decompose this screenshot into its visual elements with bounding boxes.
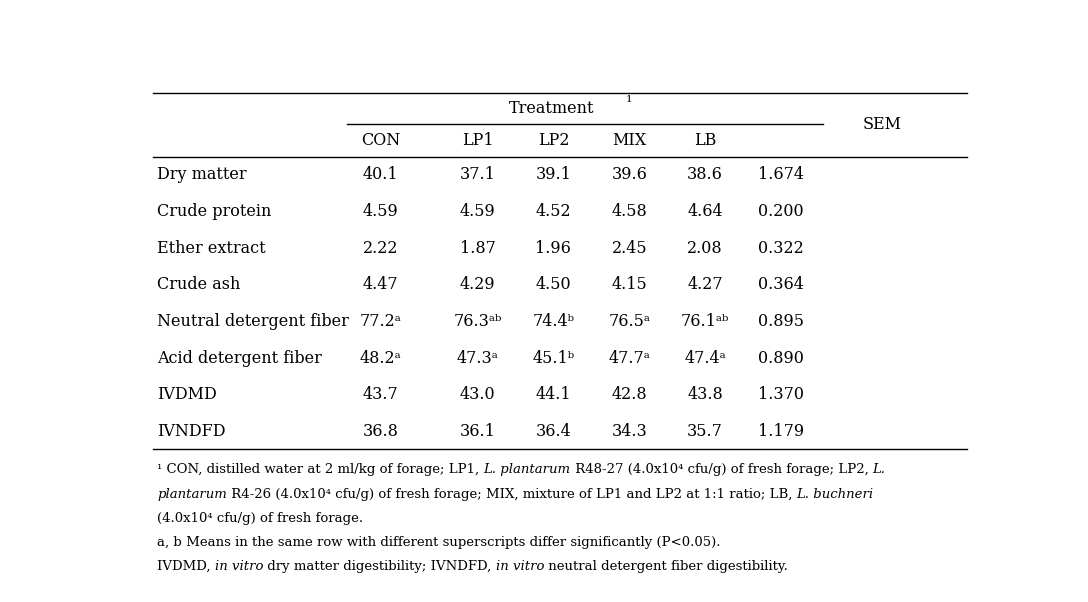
Text: 1.674: 1.674 bbox=[758, 166, 804, 184]
Text: 47.7ᵃ: 47.7ᵃ bbox=[608, 350, 651, 367]
Text: 0.322: 0.322 bbox=[758, 240, 804, 256]
Text: 42.8: 42.8 bbox=[611, 386, 647, 403]
Text: a, b: a, b bbox=[157, 536, 182, 549]
Text: 76.5ᵃ: 76.5ᵃ bbox=[608, 313, 651, 330]
Text: L.: L. bbox=[873, 464, 886, 476]
Text: plantarum: plantarum bbox=[157, 488, 227, 501]
Text: 0.895: 0.895 bbox=[758, 313, 804, 330]
Text: 0.200: 0.200 bbox=[758, 203, 804, 220]
Text: MIX: MIX bbox=[613, 132, 646, 149]
Text: 4.52: 4.52 bbox=[535, 203, 571, 220]
Text: 36.4: 36.4 bbox=[535, 423, 571, 439]
Text: Ether extract: Ether extract bbox=[157, 240, 265, 256]
Text: IVDMD,: IVDMD, bbox=[157, 560, 214, 573]
Text: 39.6: 39.6 bbox=[611, 166, 647, 184]
Text: 34.3: 34.3 bbox=[611, 423, 647, 439]
Text: 4.64: 4.64 bbox=[688, 203, 722, 220]
Text: (4.0x10⁴ cfu/g) of fresh forage.: (4.0x10⁴ cfu/g) of fresh forage. bbox=[157, 512, 363, 525]
Text: IVDMD: IVDMD bbox=[157, 386, 217, 403]
Text: 76.3ᵃᵇ: 76.3ᵃᵇ bbox=[454, 313, 502, 330]
Text: 4.59: 4.59 bbox=[362, 203, 398, 220]
Text: 0.364: 0.364 bbox=[758, 276, 804, 293]
Text: 44.1: 44.1 bbox=[535, 386, 571, 403]
Text: 2.45: 2.45 bbox=[611, 240, 647, 256]
Text: Crude protein: Crude protein bbox=[157, 203, 271, 220]
Text: Acid detergent fiber: Acid detergent fiber bbox=[157, 350, 322, 367]
Text: Crude ash: Crude ash bbox=[157, 276, 240, 293]
Text: 76.1ᵃᵇ: 76.1ᵃᵇ bbox=[681, 313, 729, 330]
Text: 4.47: 4.47 bbox=[362, 276, 398, 293]
Text: 4.27: 4.27 bbox=[688, 276, 722, 293]
Text: 35.7: 35.7 bbox=[688, 423, 724, 439]
Text: 47.4ᵃ: 47.4ᵃ bbox=[684, 350, 726, 367]
Text: Treatment: Treatment bbox=[508, 100, 594, 117]
Text: 1: 1 bbox=[626, 95, 632, 104]
Text: IVNDFD: IVNDFD bbox=[157, 423, 225, 439]
Text: ¹ CON, distilled water at 2 ml/kg of forage; LP1,: ¹ CON, distilled water at 2 ml/kg of for… bbox=[157, 464, 483, 476]
Text: L. plantarum: L. plantarum bbox=[483, 464, 570, 476]
Text: in vitro: in vitro bbox=[214, 560, 263, 573]
Text: 38.6: 38.6 bbox=[688, 166, 724, 184]
Text: 48.2ᵃ: 48.2ᵃ bbox=[360, 350, 401, 367]
Text: 1.179: 1.179 bbox=[758, 423, 804, 439]
Text: 4.50: 4.50 bbox=[535, 276, 571, 293]
Text: 4.15: 4.15 bbox=[611, 276, 647, 293]
Text: 43.7: 43.7 bbox=[362, 386, 398, 403]
Text: R48-27 (4.0x10⁴ cfu/g) of fresh forage; LP2,: R48-27 (4.0x10⁴ cfu/g) of fresh forage; … bbox=[570, 464, 873, 476]
Text: 47.3ᵃ: 47.3ᵃ bbox=[457, 350, 498, 367]
Text: 36.8: 36.8 bbox=[362, 423, 398, 439]
Text: 4.59: 4.59 bbox=[459, 203, 495, 220]
Text: LP2: LP2 bbox=[537, 132, 569, 149]
Text: Dry matter: Dry matter bbox=[157, 166, 247, 184]
Text: 1.96: 1.96 bbox=[535, 240, 571, 256]
Text: dry matter digestibility; IVNDFD,: dry matter digestibility; IVNDFD, bbox=[263, 560, 496, 573]
Text: L. buchneri: L. buchneri bbox=[796, 488, 874, 501]
Text: 4.29: 4.29 bbox=[460, 276, 495, 293]
Text: 4.58: 4.58 bbox=[611, 203, 647, 220]
Text: 0.890: 0.890 bbox=[758, 350, 804, 367]
Text: 43.8: 43.8 bbox=[688, 386, 724, 403]
Text: 37.1: 37.1 bbox=[459, 166, 495, 184]
Text: 45.1ᵇ: 45.1ᵇ bbox=[532, 350, 574, 367]
Text: 39.1: 39.1 bbox=[535, 166, 571, 184]
Text: LB: LB bbox=[694, 132, 716, 149]
Text: 74.4ᵇ: 74.4ᵇ bbox=[532, 313, 574, 330]
Text: 40.1: 40.1 bbox=[362, 166, 398, 184]
Text: Means in the same row with different superscripts differ significantly (P<0.05).: Means in the same row with different sup… bbox=[182, 536, 720, 549]
Text: R4-26 (4.0x10⁴ cfu/g) of fresh forage; MIX, mixture of LP1 and LP2 at 1:1 ratio;: R4-26 (4.0x10⁴ cfu/g) of fresh forage; M… bbox=[227, 488, 796, 501]
Text: SEM: SEM bbox=[863, 116, 902, 134]
Text: 1.87: 1.87 bbox=[459, 240, 495, 256]
Text: Neutral detergent fiber: Neutral detergent fiber bbox=[157, 313, 349, 330]
Text: LP1: LP1 bbox=[461, 132, 493, 149]
Text: 43.0: 43.0 bbox=[460, 386, 495, 403]
Text: 77.2ᵃ: 77.2ᵃ bbox=[360, 313, 401, 330]
Text: 2.08: 2.08 bbox=[688, 240, 722, 256]
Text: CON: CON bbox=[361, 132, 400, 149]
Text: neutral detergent fiber digestibility.: neutral detergent fiber digestibility. bbox=[544, 560, 788, 573]
Text: in vitro: in vitro bbox=[496, 560, 544, 573]
Text: 36.1: 36.1 bbox=[459, 423, 495, 439]
Text: 2.22: 2.22 bbox=[362, 240, 398, 256]
Text: 1.370: 1.370 bbox=[758, 386, 804, 403]
